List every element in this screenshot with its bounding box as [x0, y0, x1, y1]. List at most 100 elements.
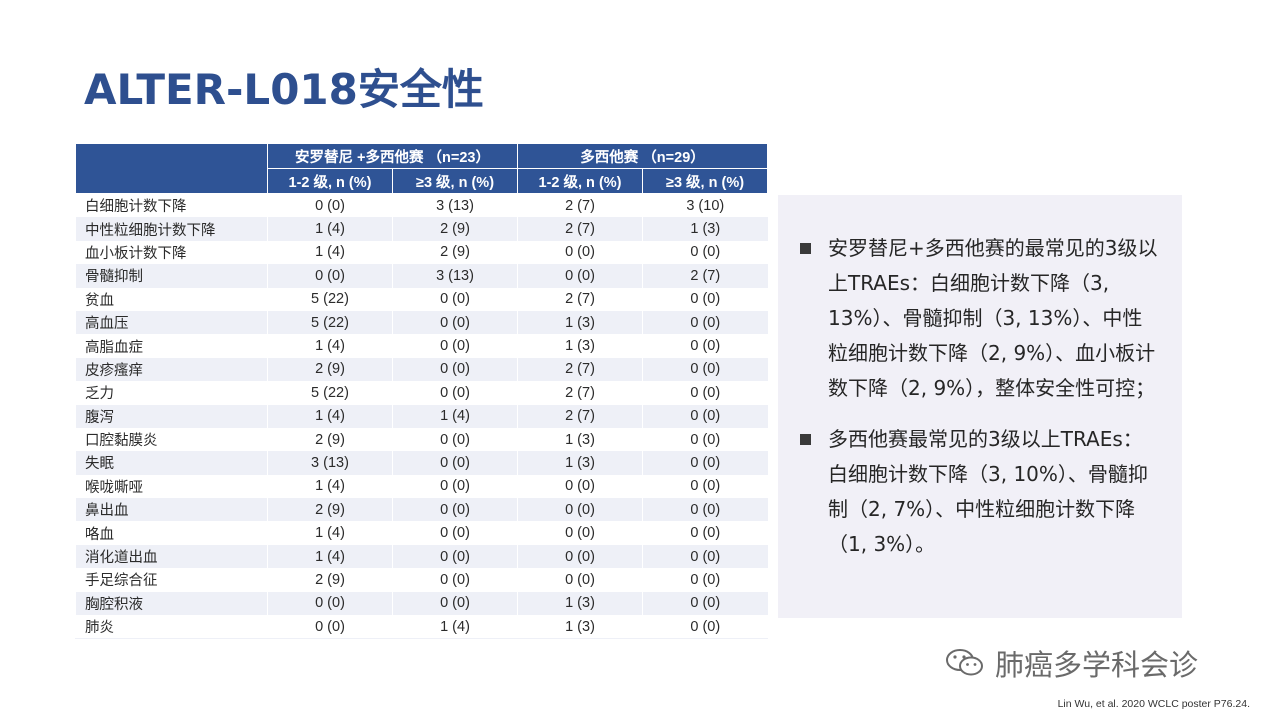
table-cell: 1 (3)	[642, 217, 768, 241]
table-cell: 2 (7)	[517, 193, 643, 218]
table-row: 手足综合征 2 (9) 0 (0) 0 (0) 0 (0)	[75, 568, 768, 592]
table-cell: 0 (0)	[391, 334, 518, 358]
table-cell: 0 (0)	[642, 287, 768, 311]
sub-header: 1-2 级, n (%)	[517, 168, 644, 194]
adverse-event-name: 血小板计数下降	[75, 240, 268, 265]
table-cell: 5 (22)	[267, 310, 393, 335]
table-cell: 0 (0)	[267, 615, 393, 640]
table-row: 鼻出血 2 (9) 0 (0) 0 (0) 0 (0)	[75, 498, 768, 522]
table-cell: 0 (0)	[642, 404, 768, 428]
table-row: 咯血 1 (4) 0 (0) 0 (0) 0 (0)	[75, 521, 768, 545]
table-row: 胸腔积液 0 (0) 0 (0) 1 (3) 0 (0)	[75, 591, 768, 616]
table-cell: 0 (0)	[391, 381, 518, 405]
table-row: 皮疹瘙痒 2 (9) 0 (0) 2 (7) 0 (0)	[75, 357, 768, 382]
table-cell: 0 (0)	[391, 474, 518, 499]
table-cell: 2 (7)	[517, 381, 643, 405]
table-cell: 5 (22)	[267, 381, 393, 405]
table-cell: 0 (0)	[517, 498, 643, 522]
table-cell: 1 (3)	[517, 615, 643, 640]
summary-text: 安罗替尼+多西他赛的最常见的3级以上TRAEs：白细胞计数下降（3, 13%）、…	[828, 236, 1158, 400]
table-cell: 2 (9)	[391, 217, 518, 241]
adverse-event-name: 咯血	[75, 521, 268, 545]
table-cell: 0 (0)	[642, 544, 768, 569]
sub-header-row: 1-2 级, n (%) ≥3 级, n (%) 1-2 级, n (%) ≥3…	[76, 168, 769, 194]
sub-header: 1-2 级, n (%)	[267, 168, 393, 194]
table-cell: 2 (9)	[267, 498, 393, 522]
table-cell: 0 (0)	[391, 451, 518, 475]
table-cell: 0 (0)	[391, 521, 518, 545]
table-row: 骨髓抑制 0 (0) 3 (13) 0 (0) 2 (7)	[75, 264, 768, 288]
table-cell: 2 (9)	[391, 240, 518, 265]
adverse-events-table: 安罗替尼 +多西他赛 （n=23） 多西他赛 （n=29） 1-2 级, n (…	[75, 144, 769, 640]
table-cell: 1 (3)	[517, 451, 643, 475]
table-cell: 0 (0)	[391, 310, 518, 335]
table-cell: 1 (4)	[267, 521, 393, 545]
table-cell: 2 (7)	[517, 404, 643, 428]
adverse-event-name: 口腔黏膜炎	[75, 427, 268, 452]
adverse-event-name: 失眠	[75, 451, 268, 475]
adverse-event-name: 中性粒细胞计数下降	[75, 217, 268, 241]
table-cell: 0 (0)	[391, 544, 518, 569]
table-cell: 0 (0)	[642, 521, 768, 545]
table-cell: 0 (0)	[267, 264, 393, 288]
watermark: 肺癌多学科会诊	[945, 642, 1198, 684]
table-cell: 1 (3)	[517, 591, 643, 616]
table-cell: 0 (0)	[642, 334, 768, 358]
table-cell: 0 (0)	[642, 591, 768, 616]
table-cell: 0 (0)	[391, 498, 518, 522]
table-cell: 0 (0)	[391, 287, 518, 311]
table-cell: 0 (0)	[642, 474, 768, 499]
page-title: ALTER-L018安全性	[84, 65, 484, 114]
table-cell: 0 (0)	[642, 357, 768, 382]
summary-bullet: 多西他赛最常见的3级以上TRAEs：白细胞计数下降（3, 10%）、骨髓抑制（2…	[800, 422, 1160, 562]
table-cell: 5 (22)	[267, 287, 393, 311]
summary-text: 多西他赛最常见的3级以上TRAEs：白细胞计数下降（3, 10%）、骨髓抑制（2…	[828, 427, 1148, 556]
table-row: 血小板计数下降 1 (4) 2 (9) 0 (0) 0 (0)	[75, 240, 768, 265]
sub-header: ≥3 级, n (%)	[391, 168, 519, 194]
group-header-row: 安罗替尼 +多西他赛 （n=23） 多西他赛 （n=29）	[75, 144, 769, 194]
table-cell: 2 (9)	[267, 568, 393, 592]
table-cell: 1 (4)	[267, 240, 393, 265]
adverse-event-name: 贫血	[75, 287, 268, 311]
table-cell: 0 (0)	[642, 451, 768, 475]
table-row: 高血压 5 (22) 0 (0) 1 (3) 0 (0)	[75, 310, 768, 335]
table-cell: 0 (0)	[642, 427, 768, 452]
header-corner	[75, 144, 268, 194]
table-row: 高脂血症 1 (4) 0 (0) 1 (3) 0 (0)	[75, 334, 768, 358]
table-cell: 3 (10)	[642, 193, 768, 218]
table-cell: 1 (4)	[267, 334, 393, 358]
square-bullet-icon	[800, 434, 811, 445]
adverse-event-name: 腹泻	[75, 404, 268, 428]
table-cell: 1 (4)	[391, 404, 518, 428]
table-cell: 0 (0)	[391, 568, 518, 592]
table-cell: 2 (9)	[267, 427, 393, 452]
citation: Lin Wu, et al. 2020 WCLC poster P76.24.	[1057, 698, 1250, 710]
adverse-event-name: 骨髓抑制	[75, 264, 268, 288]
table-cell: 2 (9)	[267, 357, 393, 382]
table-cell: 1 (3)	[517, 334, 643, 358]
square-bullet-icon	[800, 243, 811, 254]
table-cell: 0 (0)	[391, 427, 518, 452]
table-cell: 2 (7)	[517, 217, 643, 241]
table-cell: 1 (4)	[267, 544, 393, 569]
table-row: 腹泻 1 (4) 1 (4) 2 (7) 0 (0)	[75, 404, 768, 428]
table-cell: 0 (0)	[642, 310, 768, 335]
table-cell: 0 (0)	[267, 591, 393, 616]
table-row: 消化道出血 1 (4) 0 (0) 0 (0) 0 (0)	[75, 544, 768, 569]
adverse-event-name: 白细胞计数下降	[75, 193, 268, 218]
adverse-event-name: 高血压	[75, 310, 268, 335]
adverse-event-name: 消化道出血	[75, 544, 268, 569]
adverse-event-name: 皮疹瘙痒	[75, 357, 268, 382]
adverse-event-name: 手足综合征	[75, 568, 268, 592]
table-cell: 0 (0)	[391, 591, 518, 616]
adverse-event-name: 胸腔积液	[75, 591, 268, 616]
summary-panel: 安罗替尼+多西他赛的最常见的3级以上TRAEs：白细胞计数下降（3, 13%）、…	[778, 195, 1182, 618]
table-cell: 2 (7)	[642, 264, 768, 288]
table-row: 中性粒细胞计数下降 1 (4) 2 (9) 2 (7) 1 (3)	[75, 217, 768, 241]
adverse-event-name: 高脂血症	[75, 334, 268, 358]
table-cell: 3 (13)	[267, 451, 393, 475]
table-cell: 0 (0)	[517, 544, 643, 569]
table-cell: 0 (0)	[391, 357, 518, 382]
table-cell: 0 (0)	[267, 193, 393, 218]
table-row: 口腔黏膜炎 2 (9) 0 (0) 1 (3) 0 (0)	[75, 427, 768, 452]
